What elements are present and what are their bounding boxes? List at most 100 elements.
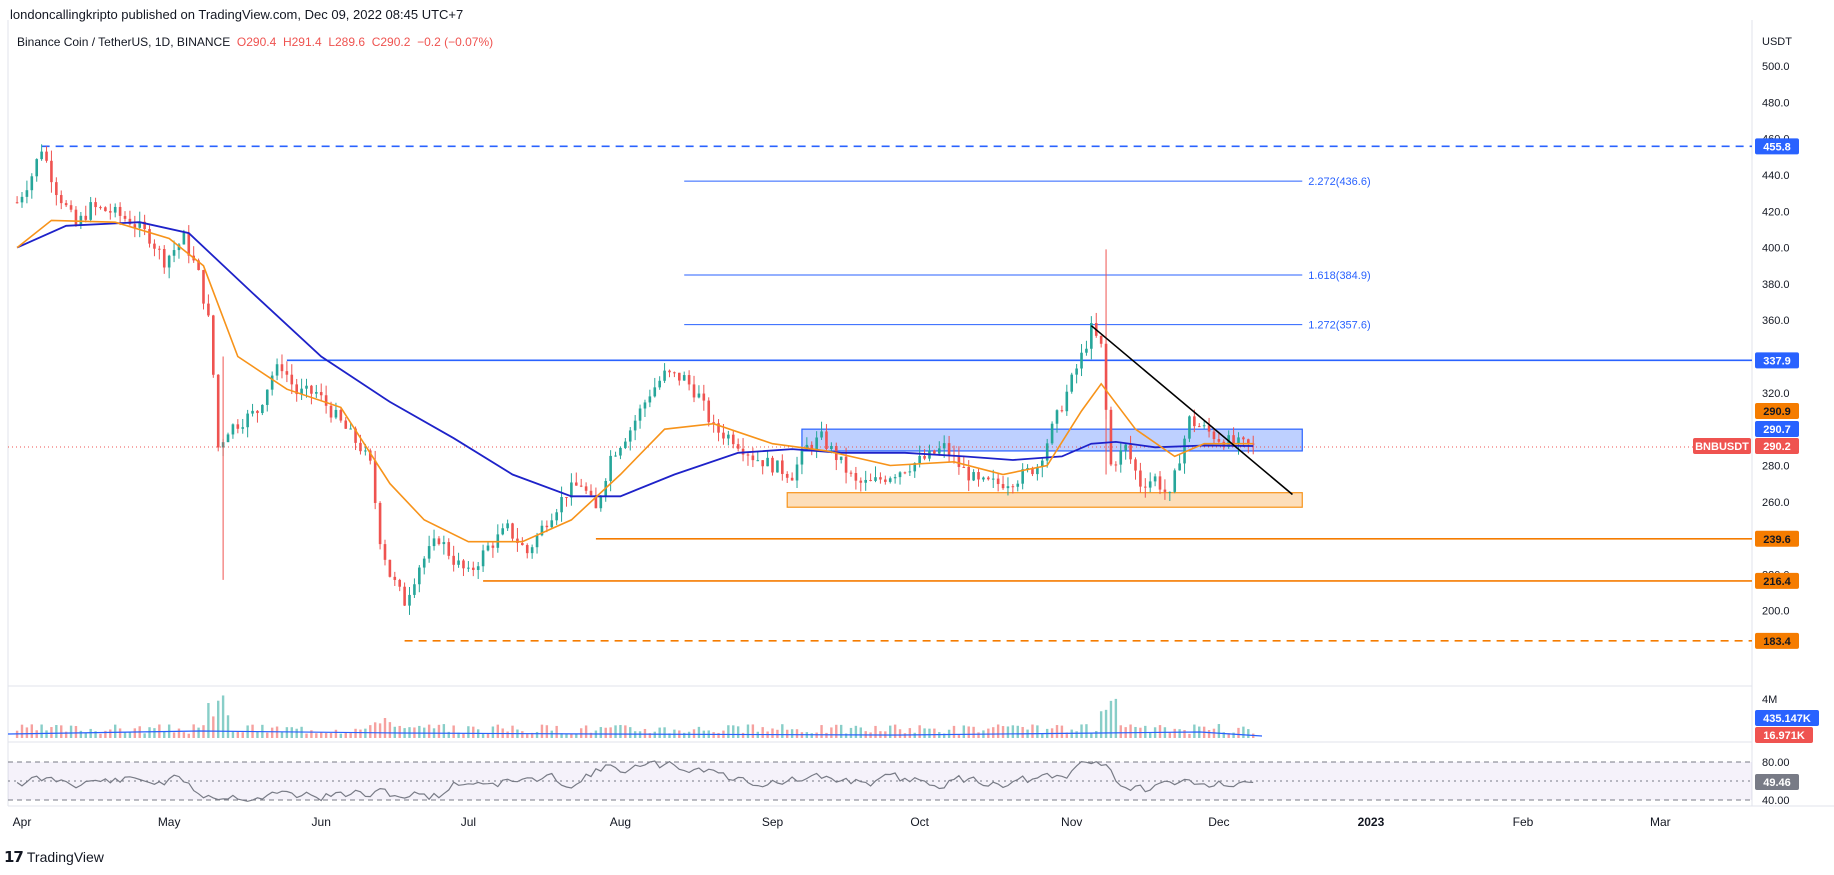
ohlc-open: O290.4 <box>236 35 277 49</box>
volume-bar <box>947 729 951 738</box>
candle-body <box>1129 444 1132 460</box>
candle-body <box>574 482 578 486</box>
y-tick-label: 340.0 <box>1762 352 1790 364</box>
volume-bar <box>678 730 681 738</box>
volume-bar <box>1168 732 1172 738</box>
volume-bar <box>820 725 823 738</box>
candle-body <box>383 544 387 560</box>
volume-bar <box>633 731 637 738</box>
candle-body <box>354 428 357 443</box>
x-tick-label: Feb <box>1513 815 1534 829</box>
candle-body <box>491 545 495 548</box>
x-tick-label: Nov <box>1061 815 1082 829</box>
volume-bar <box>167 724 171 738</box>
candle-body <box>682 375 686 381</box>
y-tick-label: 380.0 <box>1762 279 1790 291</box>
price-badge-label: 290.7 <box>1763 424 1791 436</box>
volume-bar <box>648 733 652 738</box>
candle-body <box>717 423 720 433</box>
candle-body <box>1227 435 1230 447</box>
volume-bar <box>432 728 436 738</box>
candle-body <box>368 450 372 461</box>
candle-body <box>1168 491 1172 493</box>
volume-bar <box>373 722 377 738</box>
volume-bar <box>462 733 465 738</box>
candle-body <box>1158 476 1162 490</box>
volume-bar <box>30 724 34 738</box>
candle-body <box>589 490 593 496</box>
volume-bar <box>570 733 573 738</box>
candle-body <box>216 374 220 448</box>
candle-body <box>324 395 328 406</box>
volume-bar <box>624 725 627 738</box>
candle-body <box>167 255 171 268</box>
volume-bar <box>437 724 441 738</box>
tradingview-logo-icon: 𝟭𝟳 <box>4 849 24 866</box>
candle-body <box>1001 484 1005 489</box>
candle-body <box>413 584 416 595</box>
volume-bar <box>859 727 862 738</box>
volume-bar <box>1031 724 1034 738</box>
y-tick-label: 460.0 <box>1762 134 1790 146</box>
volume-bar <box>835 724 838 738</box>
candle-body <box>884 479 887 482</box>
candle-body <box>64 203 68 206</box>
y-tick-label: 300.0 <box>1762 424 1790 436</box>
volume-bar <box>683 732 686 738</box>
candle-body <box>79 215 83 226</box>
symbol-tag <box>1693 438 1751 454</box>
volume-bar <box>1212 728 1216 738</box>
candle-body <box>731 434 735 445</box>
y-tick-label: 400.0 <box>1762 243 1790 255</box>
candle-body <box>1080 352 1083 369</box>
candle-body <box>952 455 956 457</box>
ohlc-low: L289.6 <box>328 35 366 49</box>
volume-bar <box>158 724 161 738</box>
volume-bar <box>153 728 156 738</box>
volume-bar <box>530 732 534 738</box>
volume-bar <box>761 727 764 738</box>
ema-slow-line <box>16 221 1254 498</box>
volume-bar <box>972 726 975 738</box>
volume-bar <box>123 732 127 738</box>
volume-bar <box>79 730 83 738</box>
volume-bar <box>1227 733 1230 738</box>
x-tick-label: Jun <box>312 815 331 829</box>
candle-body <box>579 485 583 487</box>
volume-bar <box>60 725 63 738</box>
candle-body <box>128 218 132 225</box>
volume-bar <box>1129 724 1132 738</box>
candle-body <box>192 255 195 261</box>
ohlc-high: H291.4 <box>282 35 322 49</box>
volume-bar <box>952 725 956 738</box>
volume-bar <box>197 727 200 738</box>
candle-body <box>1050 423 1054 444</box>
candle-body <box>393 576 397 580</box>
trendline <box>1090 325 1293 496</box>
volume-bar <box>359 729 362 738</box>
volume-bar <box>187 733 190 738</box>
y-tick-label: 360.0 <box>1762 315 1790 327</box>
volume-bar <box>687 731 691 738</box>
volume-bar <box>923 728 926 738</box>
candle-body <box>177 244 181 251</box>
candle-body <box>854 473 858 481</box>
candle-body <box>1114 464 1118 466</box>
candle-body <box>246 413 249 428</box>
volume-bar <box>854 725 858 738</box>
candle-body <box>913 463 917 472</box>
candle-body <box>467 567 470 569</box>
volume-bar <box>74 725 78 738</box>
candle-body <box>977 472 980 480</box>
volume-bar <box>393 726 396 738</box>
x-tick-label: 2023 <box>1358 815 1385 829</box>
y-tick-label: 260.0 <box>1762 497 1790 509</box>
candle-body <box>1026 467 1029 470</box>
volume-bar <box>540 724 544 738</box>
candle-body <box>427 546 431 559</box>
volume-bar <box>418 725 421 738</box>
candle-body <box>643 402 647 409</box>
volume-bar <box>15 730 19 738</box>
volume-bar <box>1173 728 1176 738</box>
